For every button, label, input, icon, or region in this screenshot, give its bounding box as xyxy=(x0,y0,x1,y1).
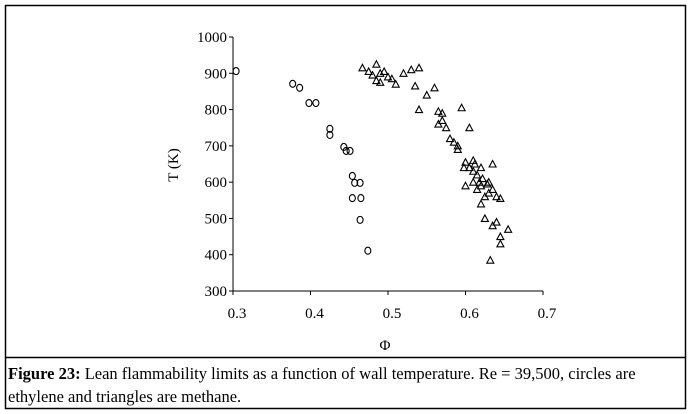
point xyxy=(379,66,389,76)
point xyxy=(348,194,356,203)
x-axis-label: Φ xyxy=(380,338,391,354)
point xyxy=(364,246,372,255)
point xyxy=(441,123,451,132)
point xyxy=(414,104,424,114)
point xyxy=(414,63,424,72)
point xyxy=(457,103,467,112)
x-tick-label: 0.5 xyxy=(383,306,402,322)
point xyxy=(488,221,498,230)
point xyxy=(387,74,397,83)
y-tick-label: 900 xyxy=(205,66,228,82)
point xyxy=(476,181,486,190)
y-tick-label: 300 xyxy=(205,284,228,300)
point xyxy=(476,162,486,172)
y-tick-label: 400 xyxy=(205,248,228,264)
x-tick-label: 0.6 xyxy=(460,306,479,322)
point xyxy=(437,115,447,125)
point xyxy=(371,75,381,85)
point xyxy=(430,83,439,92)
point xyxy=(485,255,495,264)
point xyxy=(461,157,470,166)
point xyxy=(488,159,498,168)
point xyxy=(422,90,432,99)
caption: Figure 23: Lean flammability limits as a… xyxy=(8,362,684,408)
point xyxy=(445,133,455,143)
point xyxy=(495,193,505,203)
point xyxy=(368,70,377,79)
point xyxy=(492,191,501,201)
point xyxy=(391,79,401,88)
point xyxy=(399,68,408,77)
point xyxy=(364,66,374,76)
point xyxy=(433,106,443,115)
point xyxy=(476,199,486,208)
point xyxy=(326,124,334,133)
x-tick-label: 0.3 xyxy=(228,306,247,322)
point xyxy=(468,177,478,186)
point xyxy=(348,171,356,181)
point xyxy=(356,178,364,187)
y-tick-label: 600 xyxy=(205,175,228,191)
point xyxy=(232,67,240,76)
point xyxy=(358,63,367,72)
point xyxy=(492,217,501,226)
point xyxy=(488,184,498,193)
y-tick-label: 500 xyxy=(205,211,228,227)
caption-label: Figure 23: xyxy=(8,364,81,383)
point xyxy=(461,181,470,190)
point xyxy=(410,81,420,90)
y-axis-label: T (K) xyxy=(166,148,182,181)
point xyxy=(472,170,482,179)
point xyxy=(406,64,416,74)
point xyxy=(312,98,320,108)
point xyxy=(495,231,505,241)
point xyxy=(470,159,480,168)
point xyxy=(351,178,359,187)
point xyxy=(503,224,513,233)
point xyxy=(464,123,474,132)
point xyxy=(371,59,381,68)
point xyxy=(453,141,463,150)
point xyxy=(449,137,459,146)
point xyxy=(383,72,393,81)
y-tick-label: 800 xyxy=(205,103,228,119)
y-tick-label: 1000 xyxy=(197,30,227,46)
point xyxy=(357,194,365,203)
point xyxy=(453,144,463,154)
point xyxy=(468,166,478,175)
point xyxy=(459,162,469,172)
y-tick-label: 700 xyxy=(205,139,228,155)
point xyxy=(296,83,304,92)
frame xyxy=(4,4,687,410)
point xyxy=(346,146,354,155)
point xyxy=(480,213,490,222)
point xyxy=(478,173,487,183)
point xyxy=(305,98,313,108)
point xyxy=(326,130,334,140)
x-tick-label: 0.7 xyxy=(538,306,557,322)
point xyxy=(495,239,505,248)
caption-text: Lean flammability limits as a function o… xyxy=(8,364,636,406)
point xyxy=(482,179,492,188)
point xyxy=(289,79,297,88)
x-tick-label: 0.4 xyxy=(305,306,324,322)
point xyxy=(356,215,364,224)
point xyxy=(342,146,350,155)
